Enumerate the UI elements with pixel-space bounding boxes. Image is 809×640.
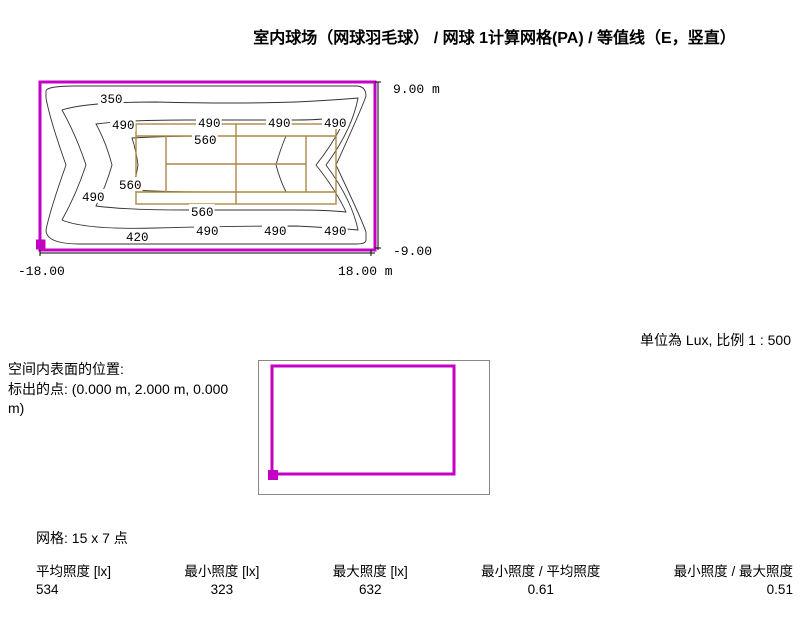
- illuminance-stats-table: 平均照度 [lx] 534 最小照度 [lx] 323 最大照度 [lx] 632 最小照度…: [8, 560, 801, 597]
- stat-header: 最小照度 [lx]: [184, 560, 259, 580]
- svg-text:490: 490: [196, 225, 219, 239]
- main-diagram-container: 350 490 490 490 490 560 560 490 560 490 490 490 420: [36, 80, 391, 263]
- stat-column: 最小照度 / 平均照度 0.61: [481, 560, 600, 597]
- reference-rect-diagram: [258, 360, 490, 495]
- y-top-label: 9.00 m: [393, 82, 440, 97]
- stat-column: 最小照度 [lx] 323: [184, 560, 259, 597]
- isolines-diagram: 350 490 490 490 490 560 560 490 560 490 490 490 420: [36, 80, 391, 260]
- title-part-1: 室内球场（网球羽毛球）: [253, 30, 429, 47]
- title-part-3: 等值线（E，竖直）: [597, 30, 736, 47]
- svg-text:490: 490: [268, 117, 291, 131]
- y-bottom-label: -9.00: [393, 244, 432, 259]
- svg-text:420: 420: [126, 231, 149, 245]
- mid-section: 空间内表面的位置: 标出的点: (0.000 m, 2.000 m, 0.000…: [8, 360, 801, 498]
- stat-value: 0.51: [674, 582, 793, 597]
- svg-text:560: 560: [119, 179, 142, 193]
- svg-text:490: 490: [324, 225, 347, 239]
- svg-text:490: 490: [198, 117, 221, 131]
- main-diagram-section: 350490490490490560560490560490490490420 …: [8, 80, 801, 330]
- stat-header: 最小照度 / 最大照度: [674, 560, 793, 580]
- stat-header: 平均照度 [lx]: [36, 560, 111, 580]
- svg-text:560: 560: [194, 134, 217, 148]
- svg-text:490: 490: [82, 191, 105, 205]
- small-diagram-container: [258, 360, 490, 498]
- svg-text:490: 490: [264, 225, 287, 239]
- info-line-2: 标出的点: (0.000 m, 2.000 m, 0.000 m): [8, 380, 238, 419]
- stat-value: 534: [36, 582, 111, 597]
- x-left-label: -18.00: [18, 264, 65, 279]
- stat-value: 0.61: [481, 582, 600, 597]
- surface-position-info: 空间内表面的位置: 标出的点: (0.000 m, 2.000 m, 0.000…: [8, 360, 238, 419]
- svg-text:350: 350: [100, 93, 123, 107]
- stat-column: 平均照度 [lx] 534: [36, 560, 111, 597]
- stat-value: 632: [333, 582, 408, 597]
- stat-value: 323: [184, 582, 259, 597]
- svg-text:560: 560: [191, 206, 214, 220]
- svg-text:490: 490: [112, 119, 135, 133]
- title-part-2: / 网球 1计算网格(PA) /: [429, 30, 597, 47]
- page-title: 室内球场（网球羽毛球） / 网球 1计算网格(PA) / 等值线（E，竖直）: [188, 24, 801, 48]
- svg-text:490: 490: [324, 117, 347, 131]
- stat-column: 最小照度 / 最大照度 0.51: [674, 560, 793, 597]
- stat-header: 最小照度 / 平均照度: [481, 560, 600, 580]
- info-line-1: 空间内表面的位置:: [8, 360, 238, 380]
- unit-scale-label: 单位為 Lux, 比例 1 : 500: [8, 330, 801, 350]
- stat-column: 最大照度 [lx] 632: [333, 560, 408, 597]
- stat-header: 最大照度 [lx]: [333, 560, 408, 580]
- grid-size-label: 网格: 15 x 7 点: [36, 528, 801, 548]
- x-right-label: 18.00 m: [338, 264, 393, 279]
